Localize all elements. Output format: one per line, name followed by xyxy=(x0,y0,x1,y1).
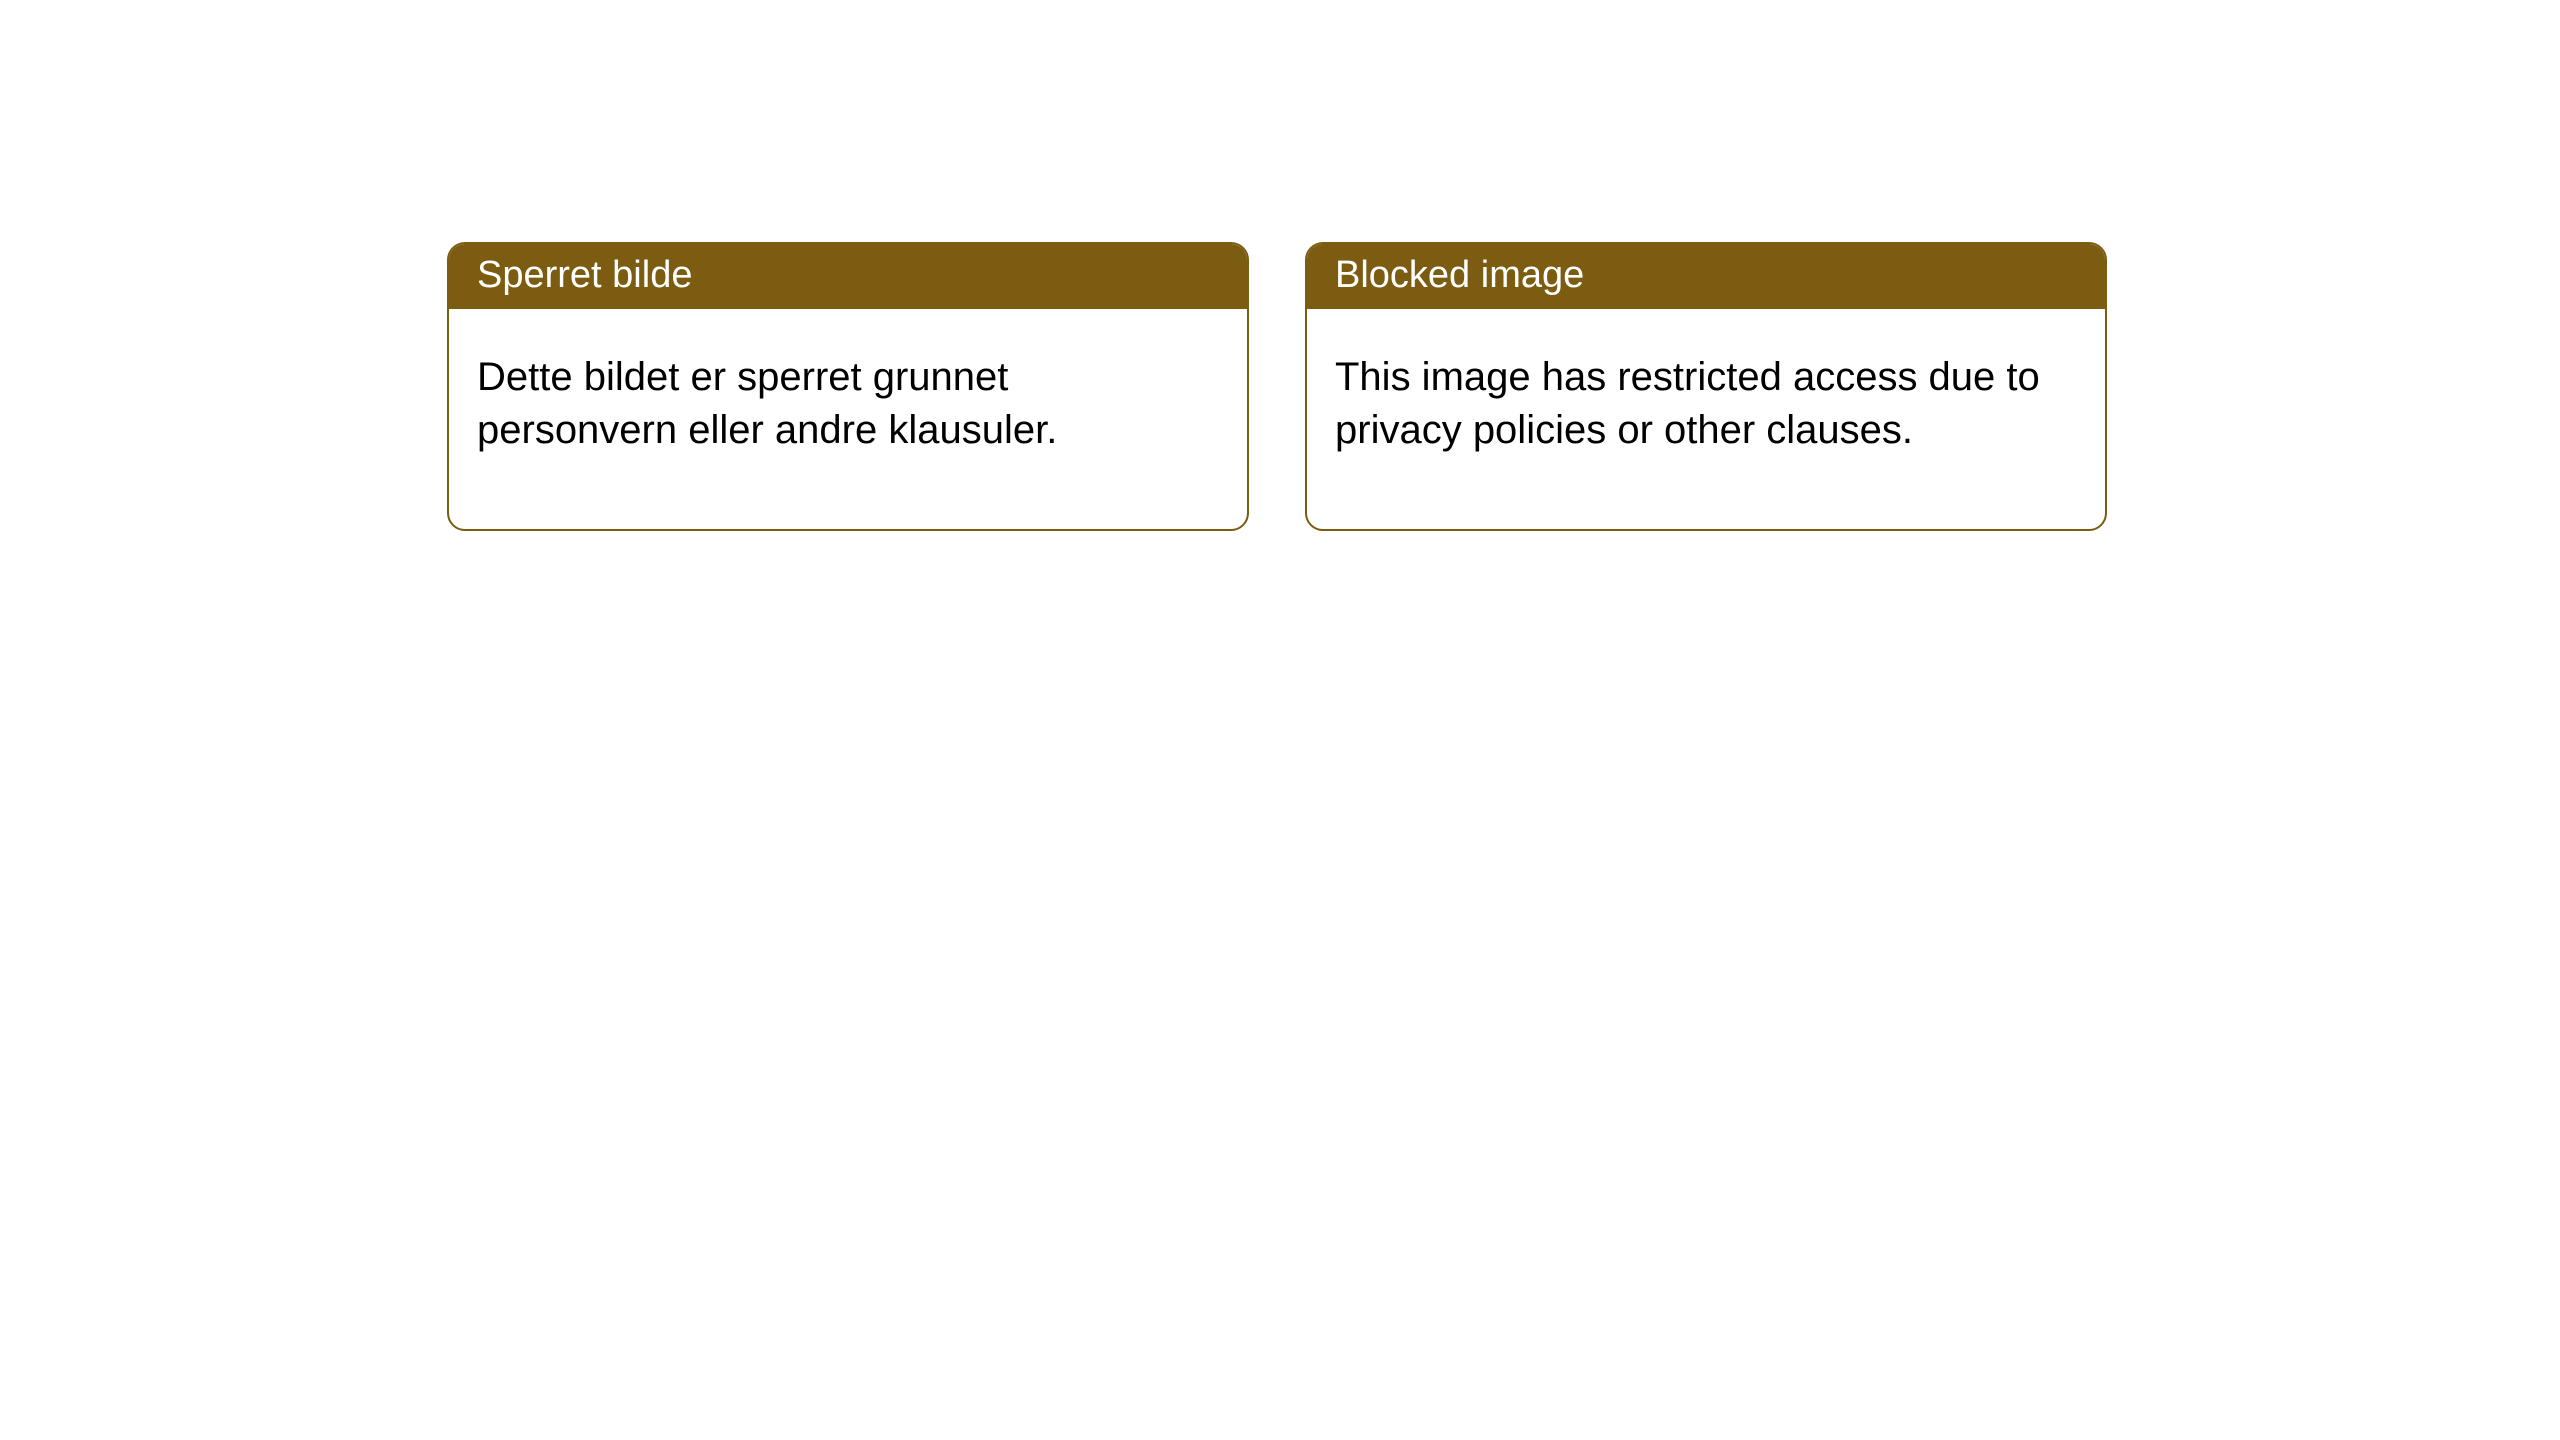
notice-card-body: This image has restricted access due to … xyxy=(1307,309,2105,529)
notice-container: Sperret bilde Dette bildet er sperret gr… xyxy=(0,0,2560,531)
notice-card-title: Blocked image xyxy=(1307,244,2105,309)
notice-card-no: Sperret bilde Dette bildet er sperret gr… xyxy=(447,242,1249,531)
notice-card-en: Blocked image This image has restricted … xyxy=(1305,242,2107,531)
notice-card-body: Dette bildet er sperret grunnet personve… xyxy=(449,309,1247,529)
notice-card-title: Sperret bilde xyxy=(449,244,1247,309)
